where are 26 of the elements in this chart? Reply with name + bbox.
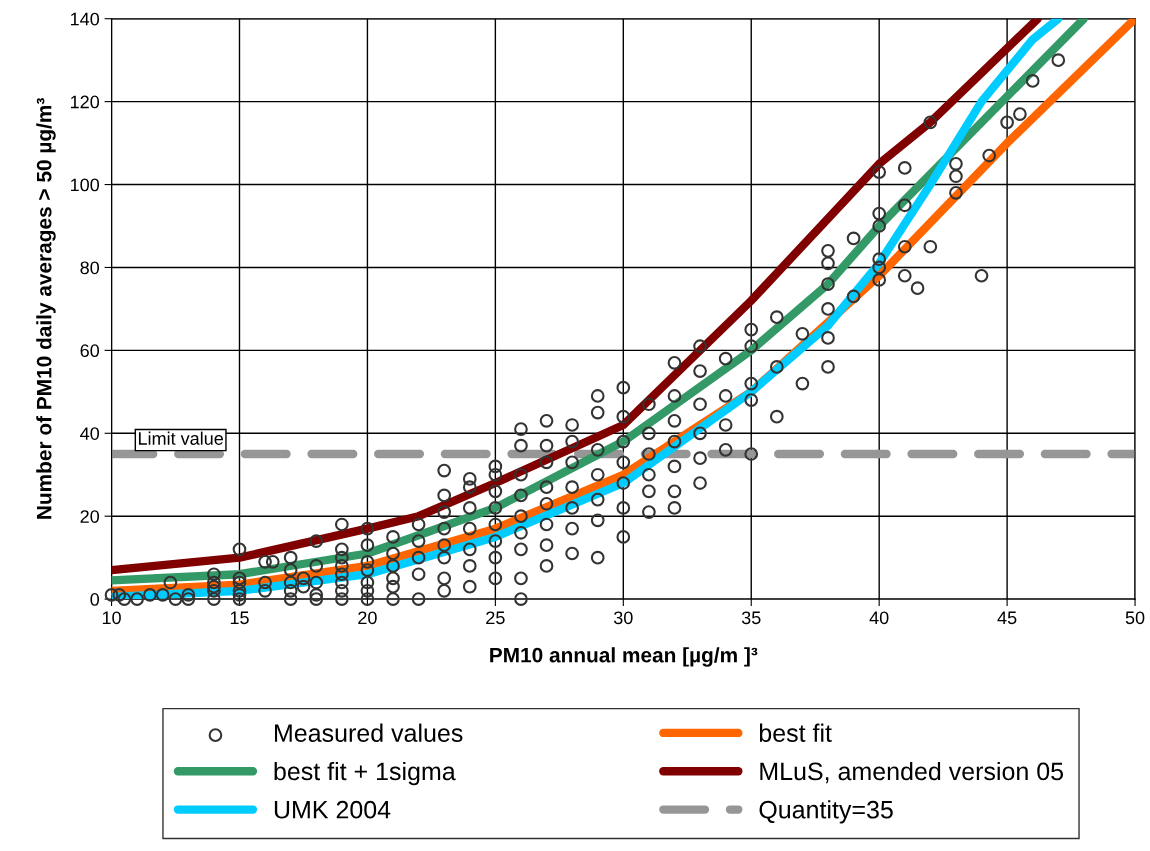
y-tick-label: 0 [90, 593, 100, 606]
y-tick-label: 80 [80, 261, 100, 275]
x-tick-label: 35 [741, 611, 761, 625]
y-axis-title: Number of PM10 daily averages > 50 µg/m³ [36, 98, 56, 519]
x-tick-label: 25 [486, 611, 505, 625]
x-tick-label: 40 [869, 611, 889, 625]
y-tick-label: 120 [71, 95, 100, 109]
legend-label: UMK 2004 [274, 800, 391, 819]
x-axis-title: PM10 annual mean [µg/m ]³ [490, 647, 758, 667]
legend-label: best fit [759, 723, 832, 742]
y-tick-label: 40 [80, 427, 100, 440]
legend-label: Quantity=35 [759, 800, 893, 824]
x-tick-label: 50 [1125, 611, 1145, 625]
y-tick-label: 20 [80, 510, 100, 523]
x-tick-label: 20 [358, 611, 377, 625]
annotation: Limit value [138, 431, 223, 445]
legend-label: best fit + 1sigma [274, 761, 456, 786]
x-tick-label: 30 [613, 611, 633, 625]
y-tick-label: 60 [80, 344, 100, 358]
x-tick-label: 15 [230, 611, 249, 625]
x-tick-label: 10 [102, 611, 121, 625]
y-tick-label: 140 [71, 12, 100, 26]
y-tick-label: 100 [71, 178, 100, 192]
legend-label: MLuS, amended version 05 [760, 761, 1064, 784]
x-tick-label: 45 [997, 611, 1017, 625]
legend-label: Measured values [275, 723, 463, 742]
